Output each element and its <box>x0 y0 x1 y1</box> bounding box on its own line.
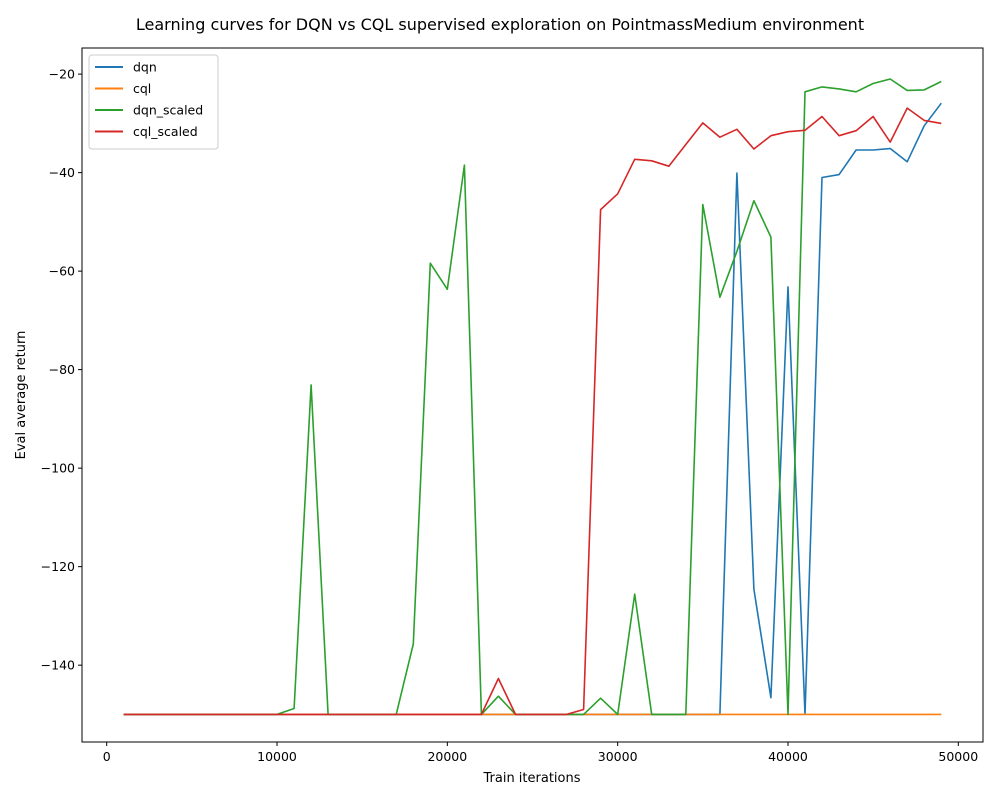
axes-frame <box>81 47 984 743</box>
legend: dqn cql dqn_scaled cql_scaled <box>88 54 219 150</box>
y-tick-label: −20 <box>49 67 75 82</box>
x-axis-label: Train iterations <box>482 771 580 786</box>
y-tick-label: −80 <box>49 362 75 377</box>
series-line-cql-scaled <box>123 107 942 716</box>
legend-box <box>88 54 219 150</box>
y-axis-label: Eval average return <box>14 331 29 460</box>
legend-label-cql: cql <box>133 81 151 96</box>
x-tick-label: 30000 <box>598 749 638 764</box>
x-tick-label: 10000 <box>257 749 297 764</box>
legend-label-dqn: dqn <box>133 60 157 75</box>
y-tick-label: −120 <box>41 559 75 574</box>
y-tick-label: −40 <box>49 165 75 180</box>
chart-title: Learning curves for DQN vs CQL supervise… <box>136 15 864 34</box>
y-tick-label: −60 <box>49 264 75 279</box>
x-tick-label: 50000 <box>938 749 978 764</box>
plot-area <box>81 47 984 743</box>
x-tick-label: 20000 <box>427 749 467 764</box>
legend-label-cql-scaled: cql_scaled <box>133 124 198 139</box>
x-axis: 0 10000 20000 30000 40000 50000 <box>103 742 978 764</box>
x-tick-label: 0 <box>103 749 111 764</box>
x-tick-label: 40000 <box>768 749 808 764</box>
series-lines <box>123 78 942 716</box>
y-tick-label: −140 <box>41 658 75 673</box>
legend-label-dqn-scaled: dqn_scaled <box>133 103 203 118</box>
y-axis: −140 −120 −100 −80 −60 −40 −20 <box>41 67 82 673</box>
y-tick-label: −100 <box>41 461 75 476</box>
